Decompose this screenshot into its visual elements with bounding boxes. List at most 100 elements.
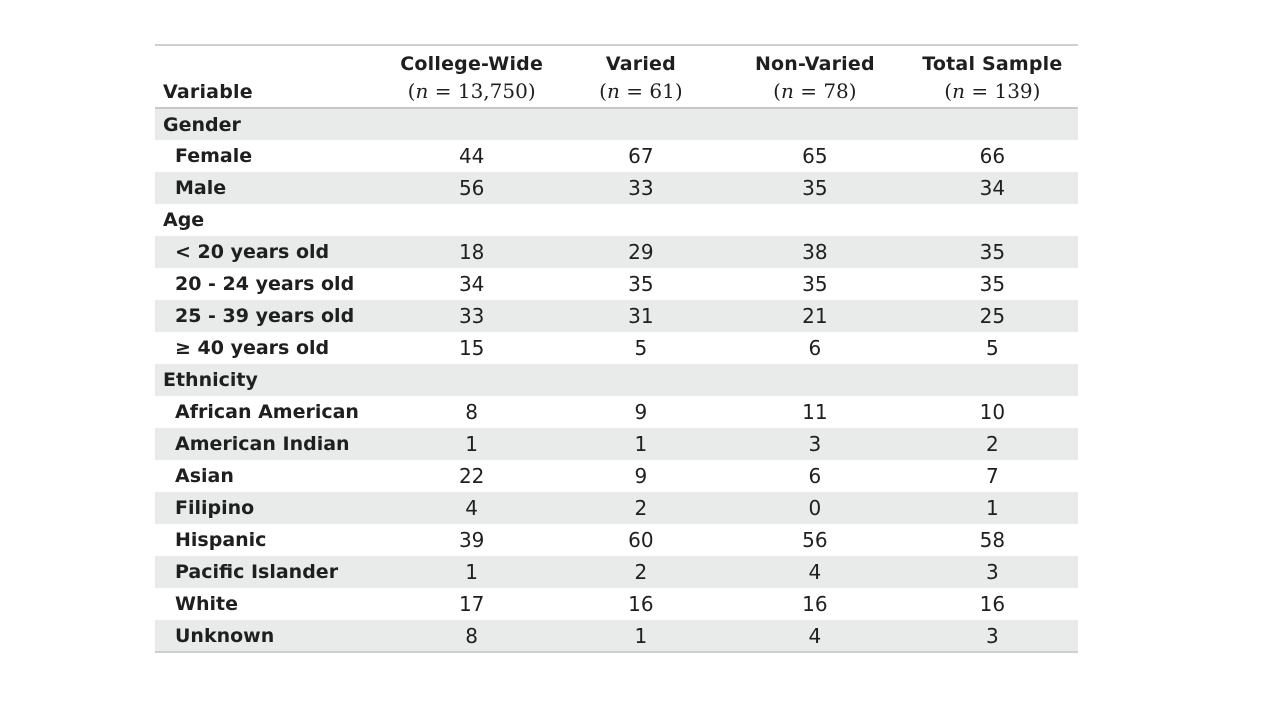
cell-college-wide: 22	[458, 464, 485, 488]
section-row: Gender	[155, 108, 1078, 140]
table-row: Asian 22 9 6 7	[155, 460, 1078, 492]
header-total-sample-n: (n = 139)	[944, 79, 1041, 103]
empty-cell	[907, 204, 1078, 236]
empty-cell	[723, 204, 907, 236]
header-variable-label: Variable	[163, 81, 253, 103]
cell-non-varied: 4	[722, 620, 907, 653]
cell-varied: 31	[628, 304, 654, 328]
cell-college-wide: 39	[458, 528, 485, 552]
cell-total-sample: 10	[979, 400, 1006, 424]
empty-cell	[385, 204, 559, 236]
cell-varied: 1	[634, 432, 648, 456]
cell-total-sample: 7	[986, 464, 999, 488]
cell-varied: 16	[628, 592, 654, 616]
cell-college-wide: 56	[458, 176, 485, 200]
cell-college-wide: 8	[465, 400, 479, 424]
cell-varied: 9	[634, 400, 648, 424]
cell-college-wide: 15	[458, 336, 485, 360]
cell-college-wide: 1	[465, 432, 479, 456]
table-body: Gender Female 44 67 65 66 Male 56 33 35 34 Age < 20 …	[155, 108, 1078, 653]
cell-total-sample: 2	[986, 432, 999, 456]
table-row: Male 56 33 35 34	[155, 172, 1078, 204]
header-college-wide-n: (n = 13,750)	[407, 79, 536, 103]
cell-non-varied: 56	[802, 528, 828, 552]
row-label: 20 - 24 years old	[175, 273, 355, 295]
header-non-varied-label: Non-Varied	[754, 53, 875, 75]
cell-varied: 9	[634, 464, 648, 488]
cell-varied: 35	[628, 272, 654, 296]
row-label: < 20 years old	[175, 241, 330, 263]
cell-college-wide: 34	[458, 272, 485, 296]
table-row: African American 8 9 11 10	[155, 396, 1078, 428]
empty-cell	[385, 364, 559, 396]
table-row: 25 - 39 years old 33 31 21 25	[155, 300, 1078, 332]
table-row: American Indian 1 1 3 2	[155, 428, 1078, 460]
empty-cell	[723, 108, 907, 140]
empty-cell	[907, 364, 1078, 396]
n-value: 78	[823, 79, 849, 103]
header-college-wide: College-Wide (n = 13,750)	[384, 44, 559, 109]
cell-non-varied: 16	[802, 592, 828, 616]
cell-non-varied: 0	[808, 496, 822, 520]
n-value: 61	[649, 79, 675, 103]
n-symbol: n	[780, 79, 794, 103]
cell-college-wide: 17	[458, 592, 485, 616]
cell-varied: 33	[628, 176, 654, 200]
table-row: Female 44 67 65 66	[155, 140, 1078, 172]
header-total-sample-label: Total Sample	[922, 53, 1063, 75]
table-row: 20 - 24 years old 34 35 35 35	[155, 268, 1078, 300]
cell-varied: 1	[558, 620, 723, 653]
header-varied: Varied (n = 61)	[558, 44, 723, 109]
cell-varied: 60	[628, 528, 654, 552]
cell-total-sample: 58	[979, 528, 1006, 552]
header-row: Variable College-Wide (n = 13,750) Varie…	[155, 44, 1078, 109]
header-variable: Variable	[155, 44, 385, 109]
n-symbol: n	[952, 79, 965, 103]
header-varied-label: Varied	[605, 53, 676, 75]
table-row: ≥ 40 years old 15 5 6 5	[155, 332, 1078, 364]
cell-varied: 2	[634, 496, 648, 520]
cell-non-varied: 6	[808, 336, 822, 360]
cell-total-sample: 16	[979, 592, 1006, 616]
n-value: 13,750	[457, 79, 528, 103]
table-header: Variable College-Wide (n = 13,750) Varie…	[155, 44, 1078, 109]
cell-total-sample: 1	[986, 496, 999, 520]
row-label: African American	[175, 401, 359, 423]
cell-non-varied: 35	[802, 176, 828, 200]
cell-college-wide: 1	[465, 560, 479, 584]
header-non-varied: Non-Varied (n = 78)	[722, 44, 907, 109]
cell-college-wide: 4	[465, 496, 479, 520]
table-row: Pacific Islander 1 2 4 3	[155, 556, 1078, 588]
empty-cell	[559, 108, 723, 140]
empty-cell	[723, 364, 907, 396]
row-label: Asian	[175, 465, 234, 487]
section-row: Age	[155, 204, 1078, 236]
n-symbol: n	[415, 79, 429, 103]
row-label: Female	[175, 145, 253, 167]
cell-total-sample: 5	[986, 336, 999, 360]
cell-college-wide: 18	[458, 240, 485, 264]
cell-college-wide: 33	[458, 304, 485, 328]
cell-total-sample: 25	[979, 304, 1006, 328]
n-equals: =	[964, 79, 995, 103]
row-label: Pacific Islander	[175, 561, 339, 583]
table-row: < 20 years old 18 29 38 35	[155, 236, 1078, 268]
table-row: White 17 16 16 16	[155, 588, 1078, 620]
row-label: White	[175, 593, 238, 615]
row-label: ≥ 40 years old	[175, 337, 330, 359]
n-symbol: n	[606, 79, 620, 103]
cell-college-wide: 8	[384, 620, 559, 653]
row-label: American Indian	[175, 433, 350, 455]
cell-non-varied: 35	[802, 272, 828, 296]
empty-cell	[907, 108, 1078, 140]
empty-cell	[559, 204, 723, 236]
header-varied-n: (n = 61)	[599, 79, 683, 103]
cell-non-varied: 6	[808, 464, 822, 488]
cell-non-varied: 65	[802, 144, 828, 168]
header-college-wide-label: College-Wide	[400, 53, 544, 75]
empty-cell	[559, 364, 723, 396]
n-equals: =	[793, 79, 824, 103]
empty-cell	[385, 108, 559, 140]
row-label: 25 - 39 years old	[175, 305, 355, 327]
